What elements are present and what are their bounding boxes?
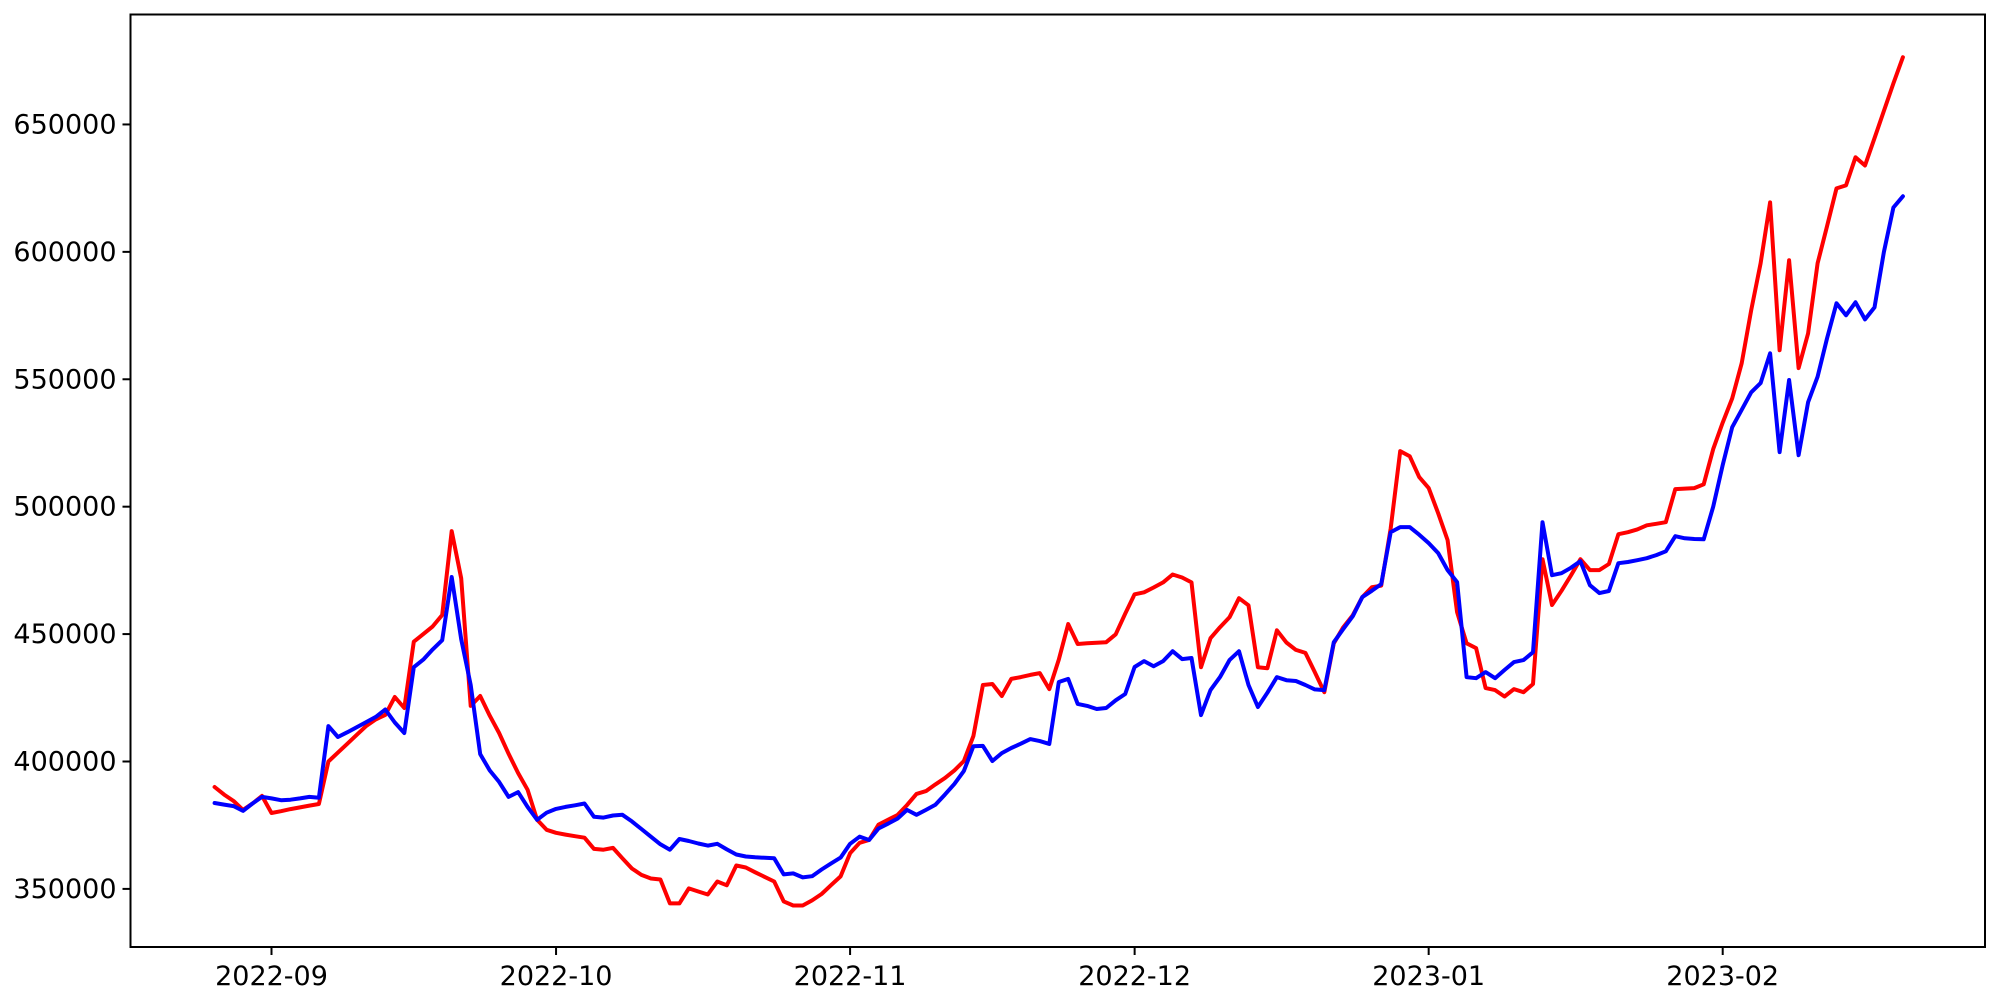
- y-tick-label: 550000: [13, 364, 116, 395]
- y-tick-label: 450000: [13, 619, 116, 650]
- series-red-line: [212, 55, 1905, 908]
- y-tick-label: 350000: [13, 874, 116, 905]
- x-tick-label: 2022-10: [500, 961, 613, 992]
- x-tick-label: 2022-12: [1078, 961, 1191, 992]
- plot-border: [129, 13, 1986, 948]
- series-blue-line: [212, 194, 1905, 880]
- y-tick-label: 400000: [13, 746, 116, 777]
- x-tick-label: 2023-01: [1372, 961, 1485, 992]
- y-tick-label: 500000: [13, 492, 116, 523]
- x-tick-label: 2022-11: [794, 961, 907, 992]
- y-tick-label: 600000: [13, 237, 116, 268]
- x-tick-label: 2023-02: [1666, 961, 1779, 992]
- y-tick-label: 650000: [13, 109, 116, 140]
- x-tick-label: 2022-09: [215, 961, 328, 992]
